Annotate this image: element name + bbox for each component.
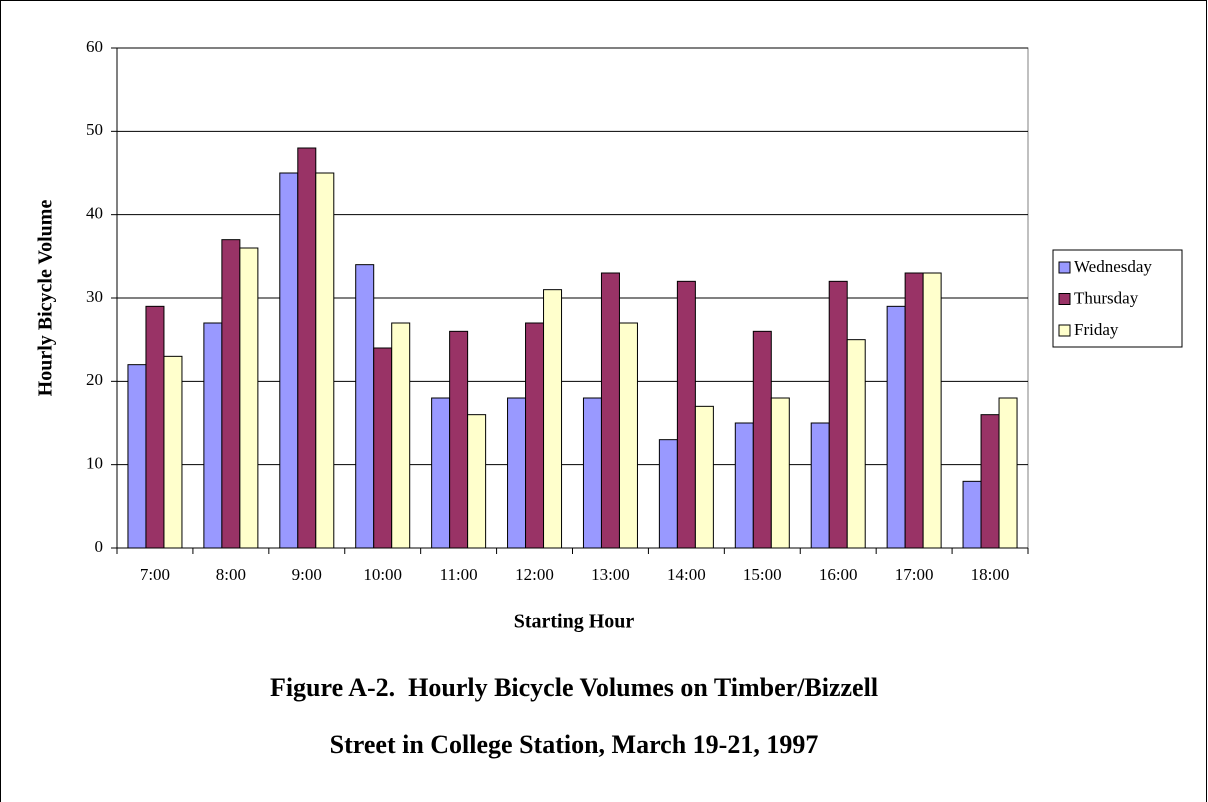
x-tick-label: 18:00	[971, 565, 1010, 584]
x-tick-label: 17:00	[895, 565, 934, 584]
x-tick-label: 14:00	[667, 565, 706, 584]
bar	[998, 397, 1018, 549]
bar	[980, 414, 1000, 549]
legend-label: Thursday	[1074, 288, 1139, 307]
bar	[810, 422, 830, 549]
bar	[315, 172, 335, 549]
bar	[770, 397, 790, 549]
bar	[449, 330, 469, 549]
bar	[600, 272, 620, 549]
bar	[694, 405, 714, 549]
x-tick-label: 8:00	[216, 565, 246, 584]
bar	[221, 239, 241, 549]
bar	[203, 322, 223, 549]
bar	[431, 397, 451, 549]
bar	[163, 355, 183, 549]
bar	[752, 330, 772, 549]
bar	[145, 305, 165, 549]
legend-swatch	[1058, 261, 1071, 274]
bar	[543, 289, 563, 549]
bar	[846, 339, 866, 549]
y-tick-label: 20	[86, 370, 103, 389]
x-tick-label: 11:00	[440, 565, 478, 584]
bar	[658, 439, 678, 549]
x-tick-label: 16:00	[819, 565, 858, 584]
caption: Figure A-2. Hourly Bicycle Volumes on Ti…	[270, 673, 878, 702]
legend-swatch	[1058, 293, 1071, 305]
bar	[525, 322, 545, 549]
bar	[904, 272, 924, 549]
legend-box	[1052, 249, 1183, 348]
y-tick-label: 50	[86, 120, 103, 139]
x-tick-label: 10:00	[363, 565, 402, 584]
bar	[886, 305, 906, 549]
x-tick-label: 13:00	[591, 565, 630, 584]
bar	[676, 280, 696, 549]
bar	[355, 264, 375, 549]
y-tick-label: 40	[86, 204, 103, 223]
bar	[507, 397, 527, 549]
y-tick-label: 0	[95, 537, 104, 556]
y-tick-label: 10	[86, 454, 103, 473]
bar	[962, 480, 982, 549]
bar	[391, 322, 411, 549]
bar	[127, 364, 147, 549]
x-tick-label: 12:00	[515, 565, 554, 584]
bar	[828, 280, 848, 549]
x-axis-title: Starting Hour	[514, 611, 635, 633]
caption: Street in College Station, March 19-21, …	[330, 730, 819, 759]
bar	[279, 172, 299, 549]
bar	[239, 247, 259, 549]
y-tick-label: 30	[86, 287, 103, 306]
bar	[922, 272, 942, 549]
bar	[297, 147, 317, 549]
bar	[467, 414, 487, 549]
x-tick-label: 15:00	[743, 565, 782, 584]
bar	[373, 347, 393, 549]
bar	[618, 322, 638, 549]
bar	[734, 422, 754, 549]
y-tick-label: 60	[86, 37, 103, 56]
legend-label: Wednesday	[1074, 257, 1152, 276]
x-tick-label: 7:00	[140, 565, 170, 584]
legend-label: Friday	[1074, 320, 1119, 339]
bar	[582, 397, 602, 549]
y-axis-title: Hourly Bicycle Volume	[35, 200, 57, 397]
legend-swatch	[1058, 324, 1071, 337]
x-tick-label: 9:00	[292, 565, 322, 584]
